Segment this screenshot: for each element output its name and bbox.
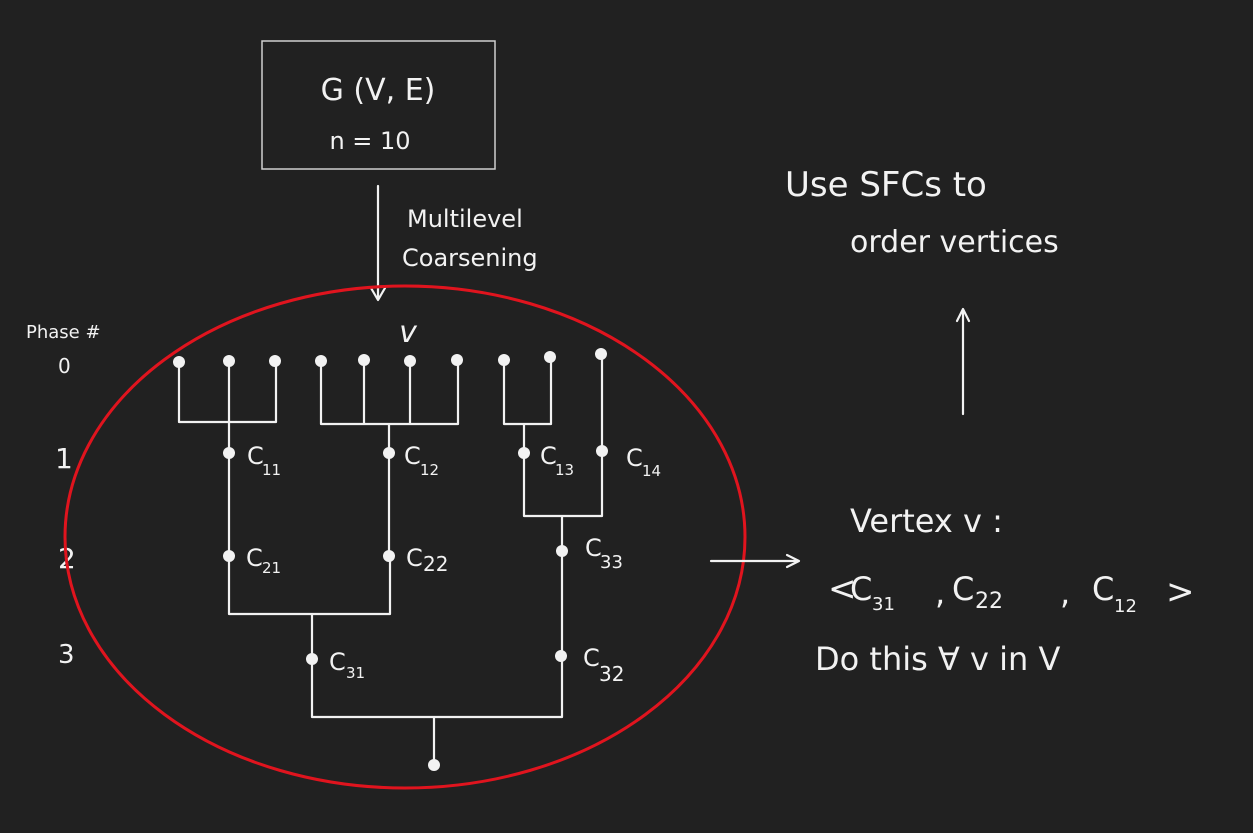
vertex-10 <box>595 348 607 360</box>
label-c21: C 21 <box>246 544 281 577</box>
up-arrow-head <box>955 307 971 323</box>
node-c22 <box>383 550 395 562</box>
svg-text:33: 33 <box>600 552 623 573</box>
node-c31 <box>306 653 318 665</box>
graph-box <box>261 40 496 170</box>
edges-c11 <box>177 365 278 452</box>
coarsening-label-line2: Coarsening <box>402 244 538 272</box>
vertex-8 <box>498 354 510 366</box>
phase-header: Phase # <box>26 322 101 343</box>
phase0-vertices <box>173 348 607 368</box>
label-c22: C 22 <box>406 544 448 576</box>
svg-text:13: 13 <box>555 461 574 479</box>
node-c13 <box>518 447 530 459</box>
svg-text:C: C <box>406 544 423 572</box>
note-do-this: Do this ∀ v in V <box>815 640 1060 678</box>
edges-c13-c14-c33 <box>522 455 604 548</box>
svg-text:C: C <box>540 442 557 470</box>
svg-text:C: C <box>404 442 421 470</box>
hierarchy-ellipse <box>63 284 747 790</box>
vertex-3 <box>269 355 281 367</box>
label-c33: C 33 <box>585 534 623 573</box>
phase3-to-root-edges <box>310 660 564 762</box>
phase1-to-2-edges <box>227 455 604 552</box>
label-c31: C 31 <box>329 648 365 682</box>
node-c33 <box>556 545 568 557</box>
vertex-1 <box>173 356 185 368</box>
phase-label-1: 1 <box>55 442 73 475</box>
svg-text:14: 14 <box>642 462 661 480</box>
svg-text:C: C <box>850 570 872 608</box>
svg-text:31: 31 <box>872 594 895 615</box>
phase0-to-1-edges <box>177 358 604 452</box>
node-c21 <box>223 550 235 562</box>
vertex-tuple: < C 31 , C 22 , C 12 > <box>828 569 1195 617</box>
graph-box-size: n = 10 <box>329 127 410 155</box>
note-order-vertices: order vertices <box>850 225 1059 260</box>
node-c32 <box>555 650 567 662</box>
svg-text:C: C <box>246 544 263 572</box>
svg-text:C: C <box>626 444 643 472</box>
label-c13: C 13 <box>540 442 574 479</box>
svg-text:22: 22 <box>423 552 448 576</box>
svg-text:21: 21 <box>262 559 281 577</box>
node-c12 <box>383 447 395 459</box>
svg-text:C: C <box>952 570 974 608</box>
svg-text:12: 12 <box>1114 596 1137 617</box>
root-node <box>428 759 440 771</box>
node-c14 <box>596 445 608 457</box>
label-c12: C 12 <box>404 442 439 479</box>
vertex-6 <box>404 355 416 367</box>
phase-label-0: 0 <box>58 354 71 378</box>
node-c11 <box>223 447 235 459</box>
svg-text:32: 32 <box>599 662 624 686</box>
vertex-title: Vertex v : <box>850 502 1003 540</box>
vertex-4 <box>315 355 327 367</box>
svg-text:,: , <box>935 574 945 612</box>
tuple-close: > <box>1166 572 1195 612</box>
vertex-7 <box>451 354 463 366</box>
vertex-9 <box>544 351 556 363</box>
svg-text:C: C <box>247 442 264 470</box>
vertex-set-label: v <box>399 315 418 350</box>
svg-text:12: 12 <box>420 461 439 479</box>
edges-c12 <box>319 364 460 452</box>
svg-text:11: 11 <box>262 461 281 479</box>
svg-text:C: C <box>1092 570 1114 608</box>
label-c14: C 14 <box>626 444 661 480</box>
tuple-open: < <box>828 569 857 609</box>
svg-text:,: , <box>1060 574 1070 612</box>
phase-label-3: 3 <box>58 640 75 670</box>
coarsening-arrow-head <box>369 286 387 302</box>
edges-c31-c32-root <box>310 660 564 762</box>
output-arrow-head <box>785 553 801 569</box>
edges-c21-c22-c31 <box>227 560 392 657</box>
graph-box-title: G (V, E) <box>321 73 436 108</box>
note-use-sfcs: Use SFCs to <box>785 165 987 205</box>
svg-text:C: C <box>329 648 346 676</box>
vertex-5 <box>358 354 370 366</box>
edges-c13 <box>502 361 553 452</box>
label-c11: C 11 <box>247 442 281 479</box>
phase2-to-3-edges <box>227 555 564 657</box>
label-c32: C 32 <box>583 644 624 686</box>
vertex-2 <box>223 355 235 367</box>
svg-text:22: 22 <box>975 589 1003 614</box>
svg-text:31: 31 <box>346 664 365 682</box>
coarsening-label-line1: Multilevel <box>407 205 523 233</box>
svg-text:C: C <box>585 534 602 562</box>
svg-text:C: C <box>583 644 600 672</box>
